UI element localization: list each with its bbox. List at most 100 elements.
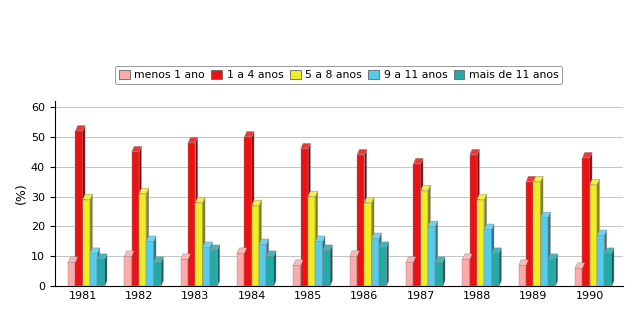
Bar <box>533 182 541 286</box>
Bar <box>428 227 435 286</box>
Polygon shape <box>533 176 543 182</box>
Polygon shape <box>556 254 558 286</box>
Bar <box>237 253 244 286</box>
Polygon shape <box>210 242 212 286</box>
Legend: menos 1 ano, 1 a 4 anos, 5 a 8 anos, 9 a 11 anos, mais de 11 anos: menos 1 ano, 1 a 4 anos, 5 a 8 anos, 9 a… <box>115 66 562 83</box>
Polygon shape <box>435 221 438 286</box>
Bar <box>548 259 556 286</box>
Polygon shape <box>372 233 382 238</box>
Polygon shape <box>75 125 85 131</box>
Polygon shape <box>477 149 479 286</box>
Polygon shape <box>315 191 318 286</box>
Polygon shape <box>379 233 382 286</box>
Polygon shape <box>139 188 149 194</box>
Polygon shape <box>244 131 254 137</box>
Y-axis label: (%): (%) <box>15 183 28 204</box>
Polygon shape <box>499 248 501 286</box>
Polygon shape <box>75 257 78 286</box>
Bar <box>372 238 379 286</box>
Bar <box>463 259 470 286</box>
Polygon shape <box>252 200 262 205</box>
Bar <box>210 250 218 286</box>
Polygon shape <box>364 197 374 203</box>
Polygon shape <box>154 257 163 262</box>
Polygon shape <box>477 194 487 200</box>
Polygon shape <box>188 254 190 286</box>
Polygon shape <box>470 254 472 286</box>
Polygon shape <box>323 236 325 286</box>
Bar <box>364 203 372 286</box>
Polygon shape <box>379 242 389 247</box>
Polygon shape <box>428 185 431 286</box>
Polygon shape <box>90 248 100 253</box>
Polygon shape <box>541 176 543 286</box>
Polygon shape <box>357 149 367 155</box>
Polygon shape <box>612 248 614 286</box>
Polygon shape <box>259 200 262 286</box>
Polygon shape <box>293 260 303 265</box>
Polygon shape <box>548 254 558 259</box>
Bar <box>323 250 330 286</box>
Polygon shape <box>68 257 78 262</box>
Polygon shape <box>470 149 479 155</box>
Bar <box>582 158 590 286</box>
Bar <box>421 191 428 286</box>
Bar <box>484 229 492 286</box>
Bar <box>526 182 533 286</box>
Bar <box>124 256 132 286</box>
Polygon shape <box>132 251 134 286</box>
Bar <box>203 247 210 286</box>
Bar <box>590 185 597 286</box>
Bar <box>90 253 98 286</box>
Polygon shape <box>132 146 142 152</box>
Polygon shape <box>218 245 219 286</box>
Bar <box>435 262 443 286</box>
Polygon shape <box>421 158 423 286</box>
Polygon shape <box>161 257 163 286</box>
Bar <box>350 256 357 286</box>
Bar <box>139 194 147 286</box>
Bar <box>252 205 259 286</box>
Polygon shape <box>484 194 487 286</box>
Polygon shape <box>492 248 501 253</box>
Polygon shape <box>350 251 359 256</box>
Polygon shape <box>83 125 85 286</box>
Polygon shape <box>463 254 472 259</box>
Polygon shape <box>90 194 93 286</box>
Polygon shape <box>203 197 205 286</box>
Polygon shape <box>195 197 205 203</box>
Polygon shape <box>147 188 149 286</box>
Bar <box>267 256 274 286</box>
Bar <box>413 164 421 286</box>
Polygon shape <box>357 251 359 286</box>
Polygon shape <box>364 149 367 286</box>
Polygon shape <box>413 158 423 164</box>
Bar <box>244 137 252 286</box>
Bar <box>98 259 105 286</box>
Polygon shape <box>259 239 269 244</box>
Polygon shape <box>387 242 389 286</box>
Bar <box>308 197 315 286</box>
Bar <box>379 247 387 286</box>
Polygon shape <box>124 251 134 256</box>
Bar <box>541 217 548 286</box>
Polygon shape <box>406 257 416 262</box>
Bar <box>492 253 499 286</box>
Bar <box>293 265 300 286</box>
Polygon shape <box>413 257 416 286</box>
Polygon shape <box>210 245 219 250</box>
Polygon shape <box>519 260 528 265</box>
Polygon shape <box>484 224 494 229</box>
Bar <box>477 200 484 286</box>
Bar <box>188 143 195 286</box>
Polygon shape <box>526 176 536 182</box>
Polygon shape <box>548 212 551 286</box>
Polygon shape <box>315 236 325 241</box>
Polygon shape <box>188 137 198 143</box>
Polygon shape <box>492 224 494 286</box>
Polygon shape <box>139 146 142 286</box>
Bar <box>357 155 364 286</box>
Bar <box>575 268 582 286</box>
Polygon shape <box>541 212 551 217</box>
Polygon shape <box>582 152 592 158</box>
